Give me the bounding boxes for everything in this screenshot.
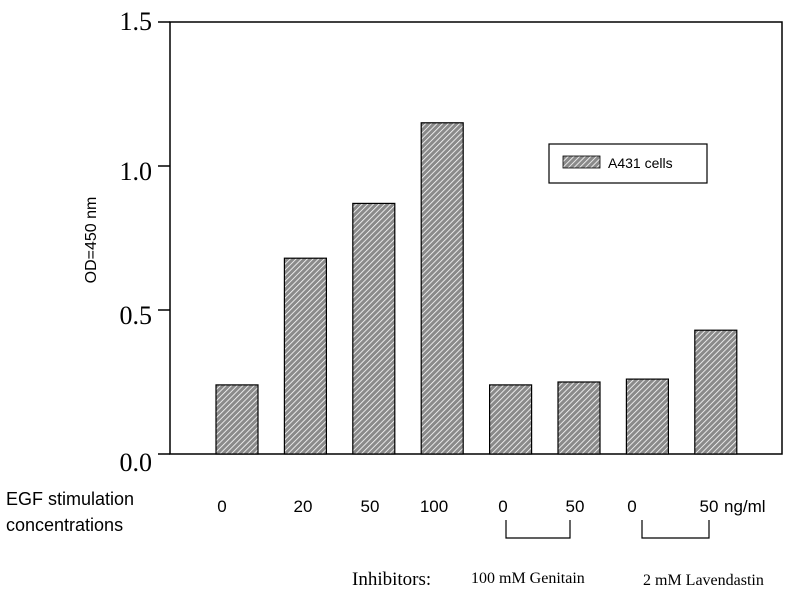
bar — [352, 202, 396, 455]
inhibitor-bracket-lavendastin — [641, 520, 710, 539]
inhibitors-label: Inhibitors: — [352, 569, 431, 590]
x-tick-label: 0 — [498, 497, 507, 516]
x-tick-label: 50 — [361, 497, 380, 516]
y-tick-label: 0.0 — [120, 448, 153, 477]
x-tick-label: 0 — [627, 497, 636, 516]
bar — [420, 122, 464, 455]
x-tick-label: 50 — [566, 497, 585, 516]
bar — [625, 378, 670, 455]
x-tick-label: 100 — [420, 497, 448, 516]
y-axis-title: OD=450 nm — [83, 197, 100, 284]
bar — [694, 329, 738, 455]
x-tick-label: 0 — [217, 497, 226, 516]
y-tick-label: 1.0 — [120, 157, 153, 186]
y-axis: 0.0 0.5 1.0 1.5 — [120, 7, 170, 477]
unit-suffix: ng/ml — [724, 497, 766, 516]
bar — [489, 384, 533, 455]
bar — [283, 257, 327, 455]
legend-label: A431 cells — [608, 155, 673, 171]
bar — [215, 384, 259, 455]
bars-group — [215, 122, 738, 455]
bar — [557, 381, 601, 455]
x-tick-label: 50 — [700, 497, 719, 516]
x-tick-labels: 0 20 50 100 0 50 0 50 — [217, 497, 718, 516]
x-tick-label: 20 — [294, 497, 313, 516]
inhibitor-name: 2 mM Lavendastin — [643, 572, 764, 589]
legend: A431 cells — [548, 143, 708, 184]
inhibitor-name: 100 mM Genitain — [471, 570, 585, 587]
x-row-label-line1: EGF stimulation — [6, 489, 134, 509]
x-row-label-line2: concentrations — [6, 515, 123, 535]
y-tick-label: 1.5 — [120, 7, 153, 36]
y-tick-label: 0.5 — [120, 301, 153, 330]
inhibitor-bracket-genitain — [505, 520, 571, 539]
plot-area-frame — [169, 21, 783, 455]
legend-swatch — [562, 155, 601, 169]
